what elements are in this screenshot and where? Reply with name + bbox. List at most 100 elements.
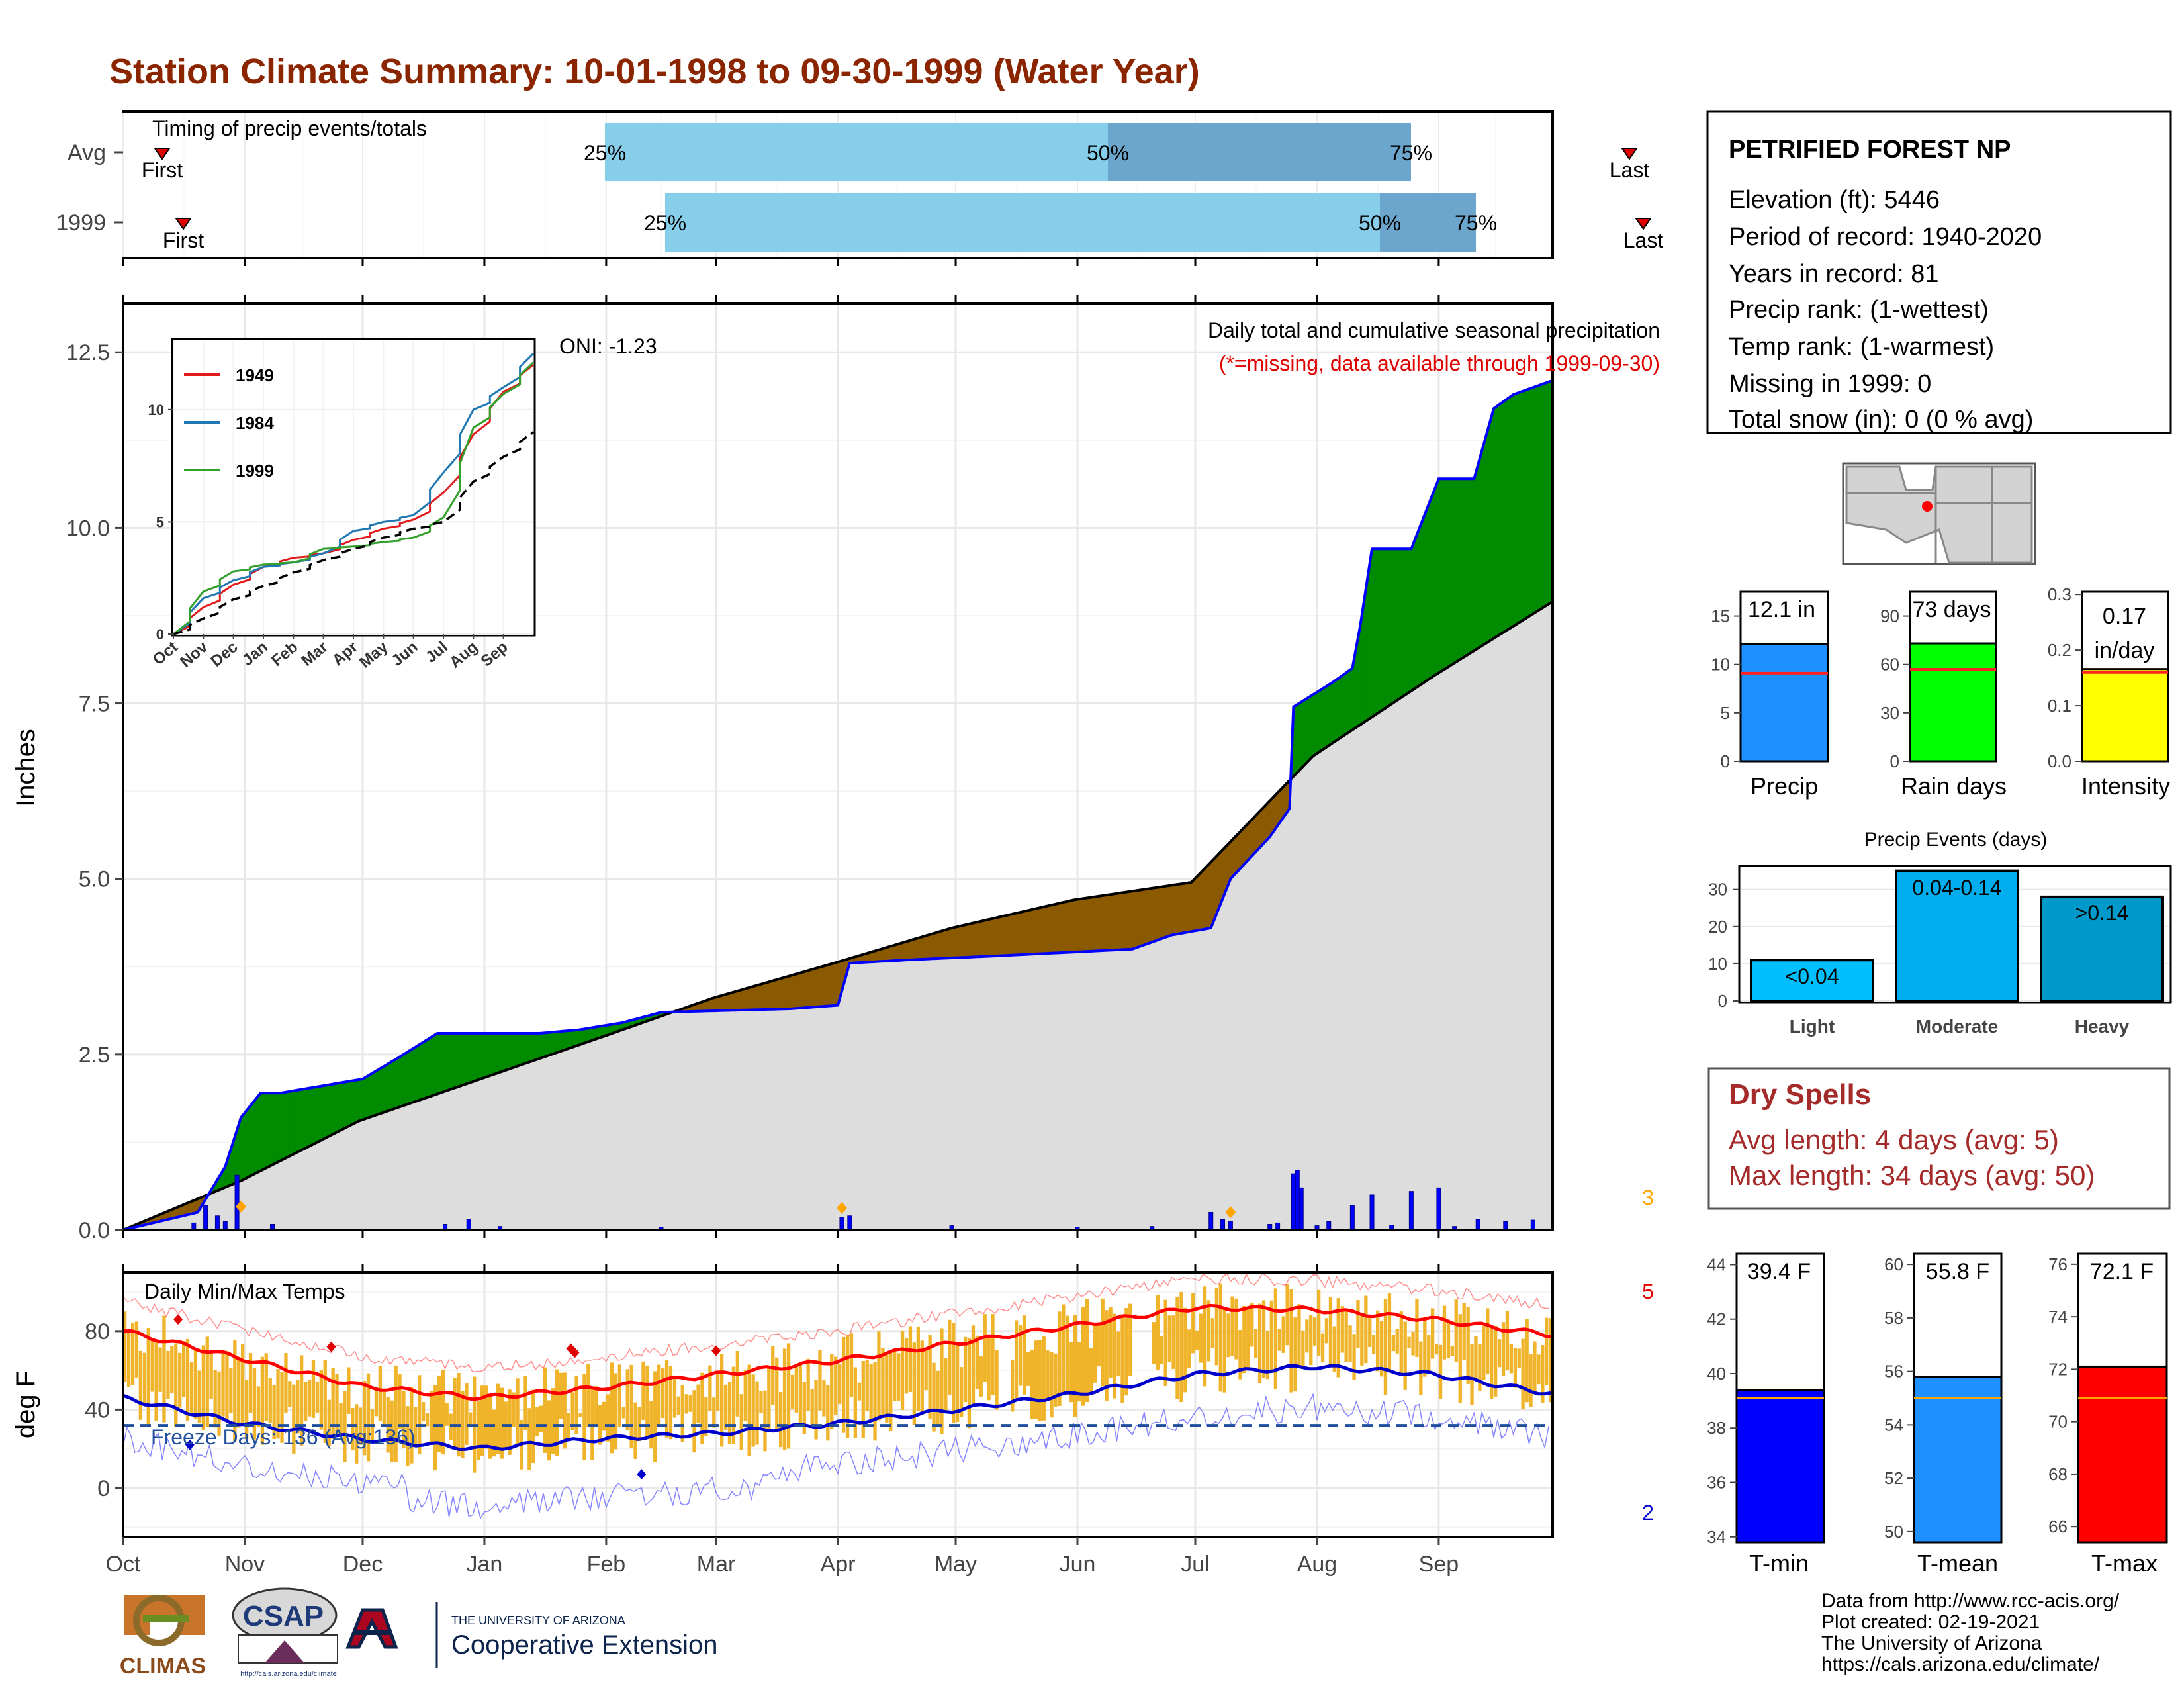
timing-row-avg-label: Avg	[68, 140, 106, 165]
daily-temp-bar	[363, 1380, 367, 1456]
dry-spells-max: Max length: 34 days (avg: 50)	[1729, 1160, 2095, 1191]
record-marker-icon	[637, 1469, 647, 1480]
daily-temp-bar	[1113, 1313, 1116, 1399]
above-avg-fill	[476, 1033, 481, 1081]
above-avg-fill	[1450, 478, 1455, 667]
credits: Data from http://www.rcc-acis.org/ Plot …	[1821, 1590, 2120, 1675]
daily-temp-bar	[995, 1350, 999, 1410]
daily-temp-bar	[767, 1366, 771, 1431]
below-avg-fill	[1081, 898, 1086, 953]
event-bar-moderate	[1895, 869, 2019, 1002]
ua-logo-line2: Cooperative Extension	[451, 1630, 717, 1660]
above-avg-fill	[1521, 389, 1525, 622]
above-avg-fill	[323, 1084, 328, 1140]
daily-temp-bar	[779, 1391, 783, 1448]
precip-y-tick-label: 2.5	[79, 1043, 110, 1068]
location-map	[1842, 462, 2036, 565]
above-avg-fill	[547, 1031, 552, 1056]
daily-precip-bars	[191, 1170, 1535, 1231]
daily-temp-bar	[838, 1364, 842, 1405]
daily-temp-bar	[912, 1342, 916, 1425]
daily-temp-bar	[818, 1350, 822, 1411]
above-avg-fill	[468, 1033, 473, 1084]
above-avg-fill	[1466, 478, 1471, 657]
daily-temp-bar	[170, 1346, 174, 1394]
event-light-value: <0.04	[1786, 964, 1839, 988]
tmax-summary-y-tick-label: 68	[2048, 1464, 2068, 1484]
precip-bar-label: Precip	[1751, 773, 1818, 800]
below-avg-fill	[1171, 884, 1176, 936]
above-avg-fill	[1344, 670, 1349, 736]
below-avg-fill	[778, 977, 784, 1009]
daily-temp-bar	[1545, 1317, 1549, 1386]
precip-y-tick-label: 10.0	[66, 516, 110, 541]
daily-precip-bar	[203, 1205, 208, 1231]
above-avg-fill	[531, 1033, 536, 1062]
daily-temp-bar	[629, 1364, 633, 1448]
daily-temp-bar	[146, 1328, 150, 1427]
below-avg-fill	[998, 915, 1003, 957]
intensity-bar-value-1: 0.17	[2103, 604, 2146, 629]
daily-temp-bar	[975, 1335, 979, 1389]
inset-y-tick-label: 10	[148, 402, 164, 418]
below-avg-fill	[813, 967, 819, 1008]
daily-temp-bar	[126, 1329, 131, 1387]
daily-temp-bar	[708, 1365, 712, 1411]
below-avg-fill	[939, 929, 944, 959]
daily-temp-bar	[138, 1350, 142, 1420]
daily-temp-bar	[457, 1373, 461, 1457]
above-avg-fill	[252, 1097, 257, 1176]
above-avg-fill	[555, 1031, 560, 1054]
below-avg-fill	[1195, 873, 1200, 931]
station-snow: Total snow (in): 0 (0 % avg)	[1729, 406, 2033, 434]
daily-temp-bar	[1411, 1331, 1415, 1356]
daily-temp-bar	[1234, 1298, 1238, 1360]
daily-temp-bar	[861, 1361, 865, 1438]
below-avg-fill	[817, 966, 823, 1008]
above-avg-fill	[1501, 399, 1506, 634]
above-avg-fill	[1406, 548, 1412, 694]
precip-y-tick-label: 12.5	[66, 340, 110, 365]
intensity-summary-y-tick-label: 0.2	[2048, 640, 2071, 660]
min-record-count: 2	[1642, 1501, 1654, 1524]
below-avg-fill	[1246, 820, 1251, 863]
daily-temp-bar	[716, 1371, 720, 1411]
below-avg-fill	[794, 972, 799, 1009]
daily-temp-bar	[1332, 1326, 1336, 1372]
daily-temp-bar	[743, 1370, 747, 1421]
daily-temp-bar	[551, 1388, 555, 1454]
daily-temp-bar	[1478, 1344, 1482, 1391]
timing-label: Timing of precip events/totals	[152, 117, 427, 140]
month-tick-label: Mar	[697, 1552, 736, 1577]
daily-temp-bar	[1435, 1344, 1439, 1355]
daily-temp-bar	[1509, 1344, 1513, 1374]
below-avg-fill	[1046, 905, 1050, 954]
below-avg-fill	[1061, 901, 1066, 953]
daily-temp-bar	[154, 1339, 158, 1421]
daily-temp-bar	[433, 1385, 437, 1471]
daily-temp-bar	[245, 1379, 249, 1440]
daily-temp-bar	[1309, 1315, 1313, 1366]
temp-bar-panels: T-min T-mean T-max 34 36 38 40 42 44 50 52 54 56 5…	[1707, 1252, 2168, 1577]
daily-temp-bar	[1077, 1342, 1081, 1402]
daily-temp-bar	[586, 1364, 590, 1427]
event-marker-icon	[1225, 1206, 1236, 1219]
daily-temp-bar	[826, 1385, 830, 1441]
daily-temp-bar	[1206, 1300, 1211, 1362]
above-avg-fill	[496, 1033, 501, 1074]
tmean-summary-y-tick-label: 52	[1884, 1468, 1903, 1488]
tmax-bar-label: T-max	[2091, 1550, 2158, 1577]
above-avg-fill	[492, 1033, 497, 1076]
event-moderate-value: 0.04-0.14	[1912, 876, 2001, 900]
daily-temp-bar	[237, 1356, 241, 1428]
inset-line-1949	[173, 363, 534, 635]
daily-temp-bar	[1015, 1320, 1019, 1399]
daily-temp-bar	[869, 1364, 873, 1422]
daily-temp-bar	[221, 1354, 225, 1417]
above-avg-fill	[1410, 538, 1416, 692]
temp-y-tick-label: 0	[97, 1476, 110, 1501]
below-avg-fill	[1261, 804, 1267, 847]
daily-temp-bar	[422, 1402, 426, 1421]
daily-temp-bar	[307, 1380, 312, 1417]
